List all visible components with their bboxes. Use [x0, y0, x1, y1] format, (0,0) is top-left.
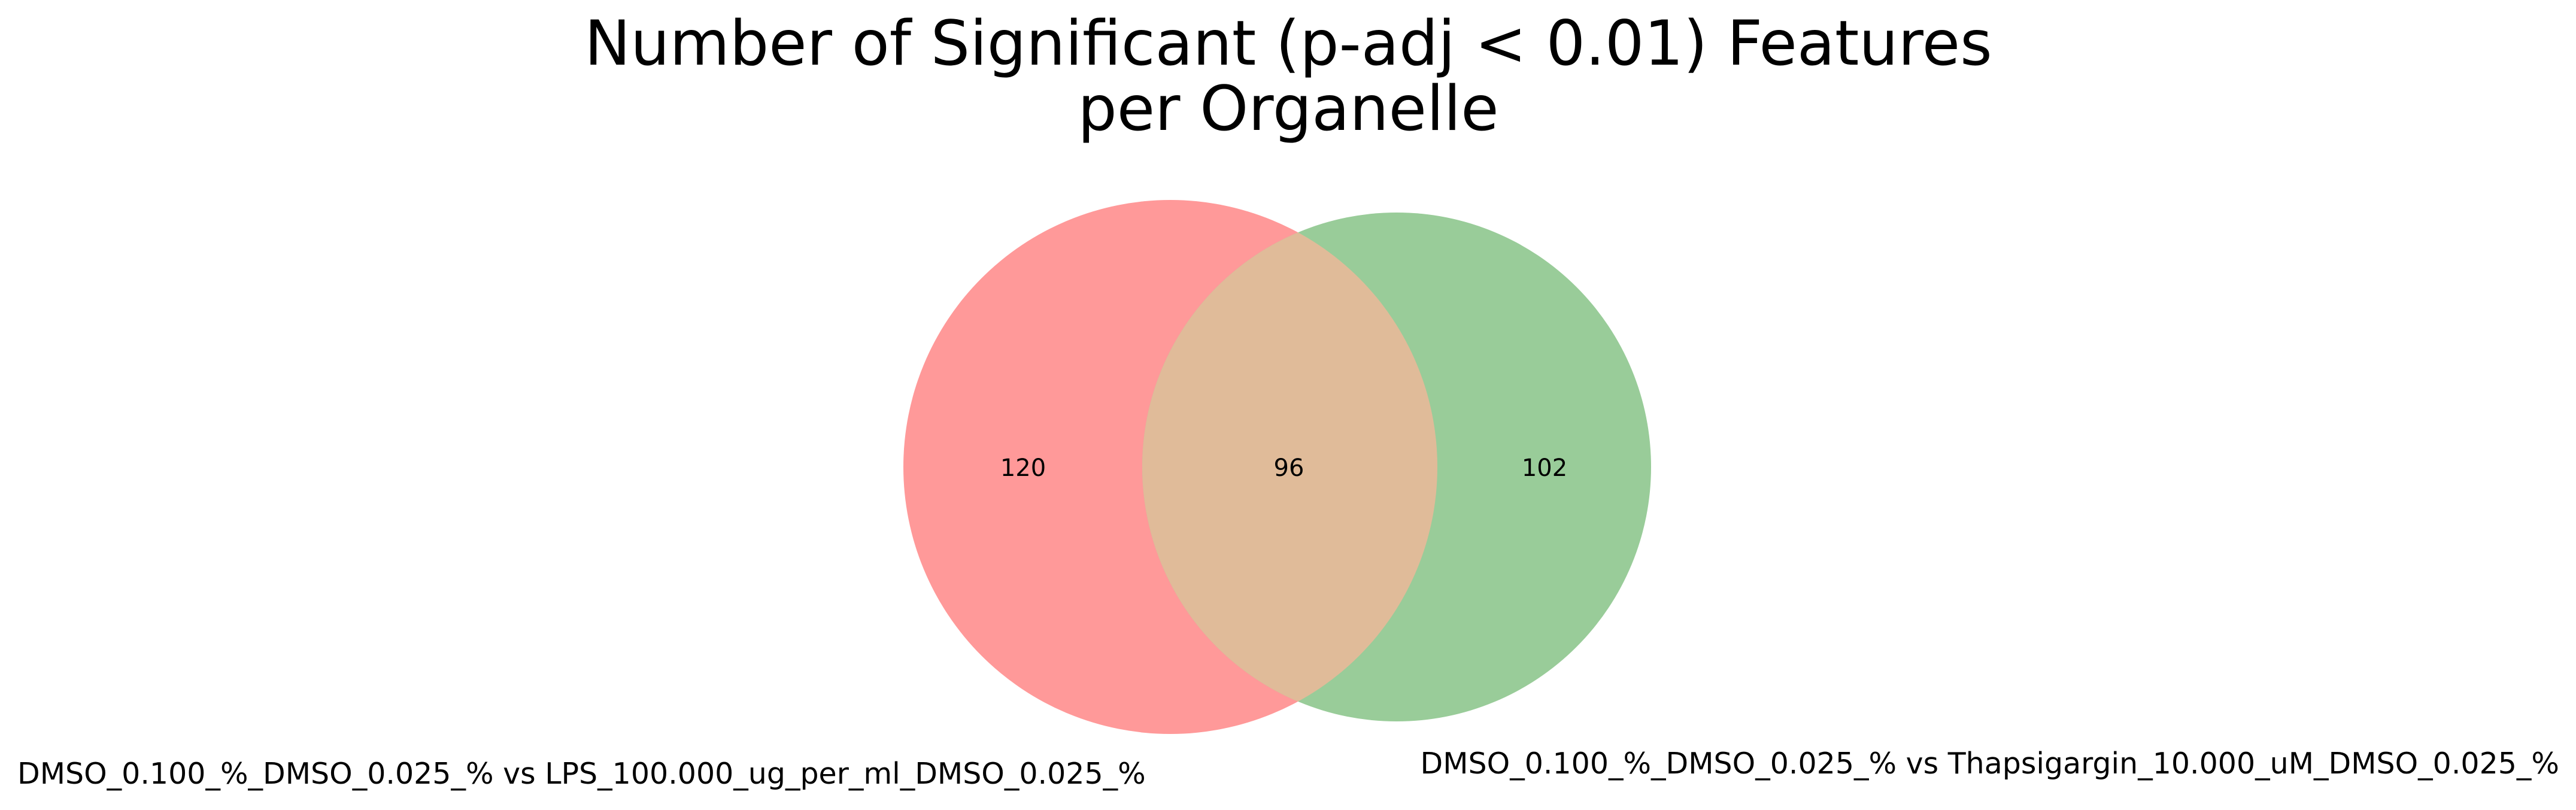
overlap-count: 96 — [1274, 454, 1304, 482]
right-set-label: DMSO_0.100_%_DMSO_0.025_% vs Thapsigargi… — [1421, 747, 2559, 781]
left-only-count: 120 — [1000, 454, 1046, 482]
right-only-count: 102 — [1522, 454, 1567, 482]
overlap-region — [1142, 213, 1437, 721]
diagram-title-line-1: Number of Significant (p-adj < 0.01) Fea… — [584, 8, 1992, 80]
diagram-title-line-2: per Organelle — [1078, 73, 1498, 145]
left-set-label: DMSO_0.100_%_DMSO_0.025_% vs LPS_100.000… — [17, 757, 1146, 791]
